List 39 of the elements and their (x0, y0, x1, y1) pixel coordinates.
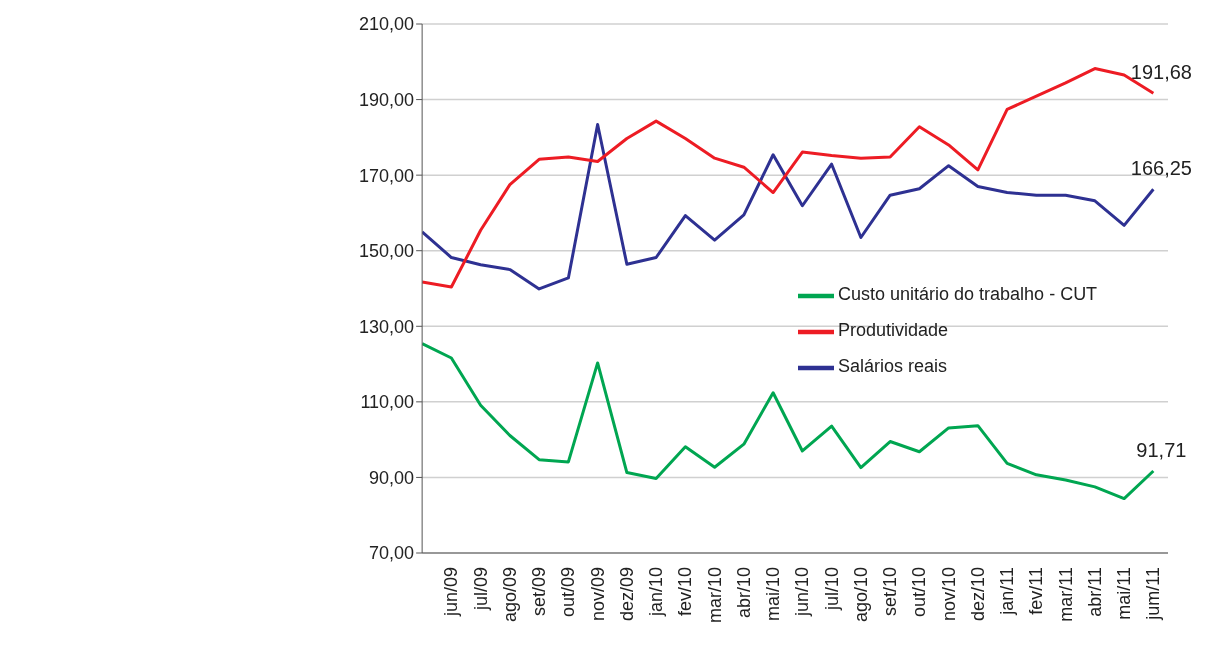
x-tick-label: abr/10 (733, 567, 754, 619)
data-label: 191,68 (1130, 61, 1192, 84)
x-tick-label: mar/11 (1055, 567, 1076, 622)
x-tick-label: jan/11 (997, 567, 1018, 616)
x-tick-label: dez/09 (616, 567, 637, 622)
x-tick-label: dez/10 (967, 567, 988, 622)
data-label: 91,71 (1136, 438, 1187, 461)
x-tick-label: mai/10 (763, 567, 784, 622)
x-tick-label: jul/10 (821, 567, 842, 612)
legend-label: Custo unitário do trabalho - CUT (838, 284, 1098, 305)
x-tick-label: set/09 (529, 567, 550, 617)
x-tick-label: abr/11 (1084, 567, 1105, 617)
y-tick-label: 150,00 (359, 241, 415, 262)
x-tick-label: out/10 (909, 567, 930, 618)
x-tick-label: ago/09 (499, 567, 520, 623)
legend-label: Produtividade (838, 320, 949, 341)
x-tick-label: jan/10 (646, 567, 667, 618)
x-tick-label: out/09 (558, 567, 579, 618)
x-tick-label: jul/09 (470, 567, 491, 612)
y-tick-label: 70,00 (369, 543, 415, 564)
y-tick-label: 110,00 (360, 392, 415, 413)
y-tick-label: 170,00 (359, 165, 415, 186)
x-tick-label: fev/10 (675, 567, 696, 617)
x-tick-label: jun/10 (792, 567, 813, 618)
data-label: 166,25 (1130, 157, 1192, 180)
x-tick-label: jum/11 (1143, 567, 1164, 621)
x-tick-label: mai/11 (1114, 567, 1135, 620)
x-tick-label: fev/11 (1026, 567, 1047, 615)
y-tick-label: 210,00 (359, 14, 415, 35)
y-tick-label: 130,00 (359, 316, 415, 337)
y-tick-label: 190,00 (359, 89, 415, 110)
x-tick-label: mar/10 (704, 567, 725, 624)
x-tick-label: jun/09 (441, 567, 462, 618)
x-tick-label: nov/09 (587, 567, 608, 622)
legend-label: Salários reais (838, 356, 948, 377)
x-tick-label: nov/10 (938, 567, 959, 622)
y-tick-label: 90,00 (369, 467, 415, 488)
x-tick-label: ago/10 (850, 567, 871, 623)
x-tick-label: set/10 (880, 567, 901, 617)
